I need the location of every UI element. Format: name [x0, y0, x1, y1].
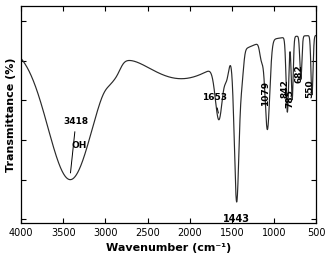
Y-axis label: Transmittance (%): Transmittance (%) [6, 57, 16, 171]
Text: 1079: 1079 [261, 81, 270, 106]
X-axis label: Wavenumber (cm⁻¹): Wavenumber (cm⁻¹) [106, 243, 231, 254]
Text: OH: OH [71, 141, 87, 150]
Text: 3418: 3418 [63, 117, 88, 173]
Text: 550: 550 [306, 80, 315, 98]
Text: 842: 842 [281, 80, 290, 98]
Text: 785: 785 [286, 90, 295, 108]
Text: 1443: 1443 [223, 214, 250, 224]
Text: 682: 682 [295, 64, 304, 83]
Text: 1653: 1653 [203, 93, 227, 113]
